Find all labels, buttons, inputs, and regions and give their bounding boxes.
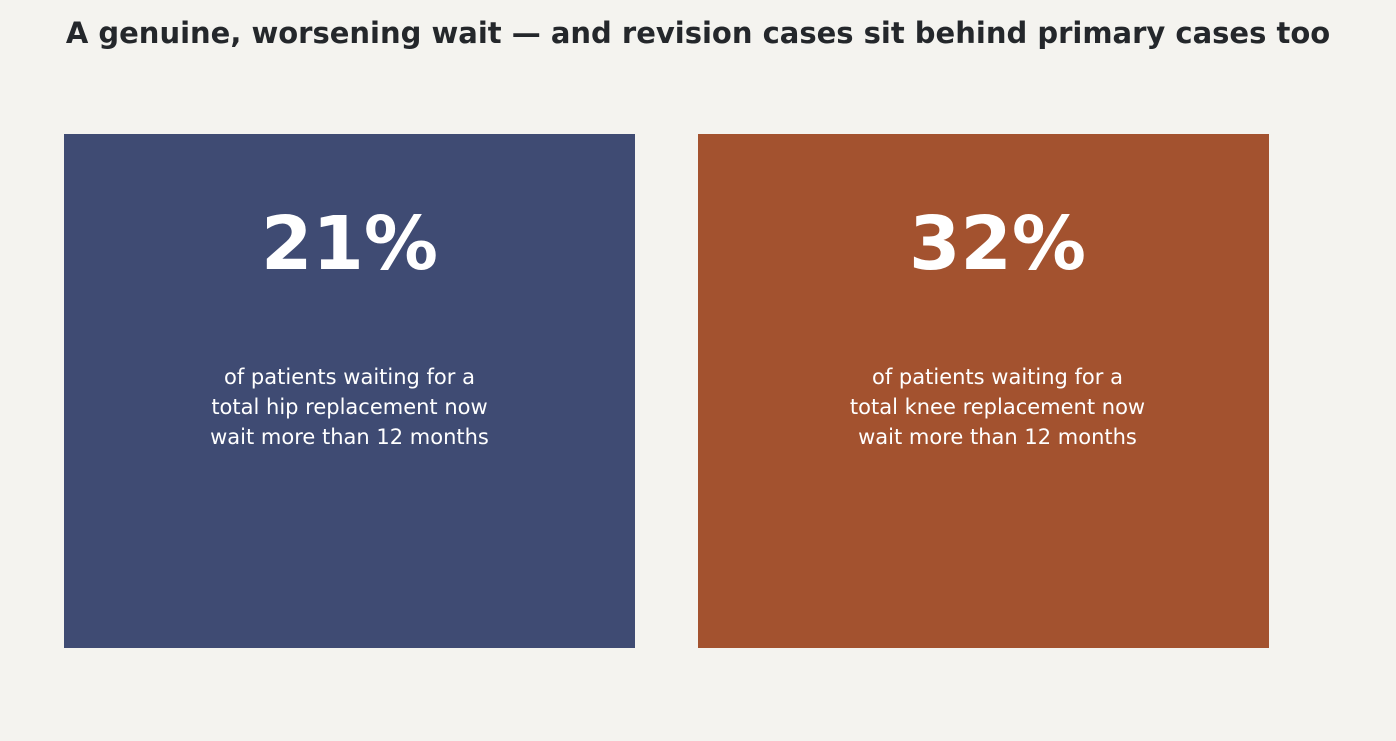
- knee-caption-line-1: of patients waiting for a: [872, 365, 1123, 389]
- knee-stat-value: 32%: [908, 201, 1087, 287]
- hip-stat-card: [64, 134, 635, 648]
- hip-caption-line-2: total hip replacement now: [211, 395, 488, 419]
- knee-stat-caption: of patients waiting for a total knee rep…: [712, 362, 1283, 452]
- knee-stat-card: [698, 134, 1269, 648]
- hip-stat-value: 21%: [260, 201, 439, 287]
- hip-caption-line-1: of patients waiting for a: [224, 365, 475, 389]
- page-title: A genuine, worsening wait — and revision…: [65, 16, 1331, 50]
- knee-caption-line-3: wait more than 12 months: [858, 425, 1137, 449]
- hip-stat-caption: of patients waiting for a total hip repl…: [64, 362, 635, 452]
- hip-caption-line-3: wait more than 12 months: [210, 425, 489, 449]
- knee-caption-line-2: total knee replacement now: [849, 395, 1146, 419]
